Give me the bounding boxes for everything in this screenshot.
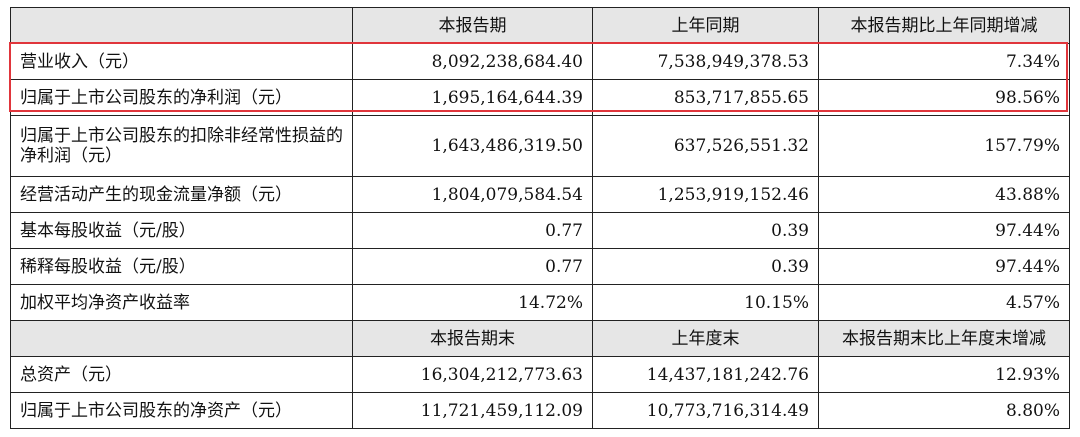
row-label: 基本每股收益（元/股）: [10, 212, 353, 249]
cell-change: 157.79%: [818, 115, 1070, 177]
cell-current: 8,092,238,684.40: [352, 43, 593, 80]
table-row-net-profit: 归属于上市公司股东的净利润（元） 1,695,164,644.39 853,71…: [10, 79, 1070, 116]
cell-change: 98.56%: [818, 79, 1070, 116]
header-current-period: 本报告期: [352, 7, 593, 44]
cell-current: 0.77: [352, 212, 593, 249]
cell-prior: 0.39: [592, 212, 819, 249]
cell-current: 1,695,164,644.39: [352, 79, 593, 116]
cell-current: 0.77: [352, 248, 593, 285]
cell-change: 43.88%: [818, 176, 1070, 213]
cell-current: 1,643,486,319.50: [352, 115, 593, 177]
cell-prior: 637,526,551.32: [592, 115, 819, 177]
header-row-period: 本报告期 上年同期 本报告期比上年同期增减: [10, 7, 1070, 44]
table-row-roe: 加权平均净资产收益率 14.72% 10.15% 4.57%: [10, 284, 1070, 321]
header-row-period-end: 本报告期末 上年度末 本报告期末比上年度末增减: [10, 320, 1070, 357]
header-cell-blank: [10, 320, 353, 357]
cell-prior: 14,437,181,242.76: [592, 356, 819, 393]
cell-prior: 10.15%: [592, 284, 819, 321]
header-current-period-end: 本报告期末: [352, 320, 593, 357]
row-label: 营业收入（元）: [10, 43, 353, 80]
cell-change: 8.80%: [818, 392, 1070, 429]
table-row-net-assets: 归属于上市公司股东的净资产（元） 11,721,459,112.09 10,77…: [10, 392, 1070, 429]
header-change-year-end: 本报告期末比上年度末增减: [818, 320, 1070, 357]
cell-prior: 853,717,855.65: [592, 79, 819, 116]
financial-table: 本报告期 上年同期 本报告期比上年同期增减 营业收入（元） 8,092,238,…: [10, 7, 1070, 429]
row-label: 加权平均净资产收益率: [10, 284, 353, 321]
cell-prior: 0.39: [592, 248, 819, 285]
cell-current: 16,304,212,773.63: [352, 356, 593, 393]
table-row-net-profit-excl-nonrecurring: 归属于上市公司股东的扣除非经常性损益的净利润（元） 1,643,486,319.…: [10, 115, 1070, 177]
row-label: 经营活动产生的现金流量净额（元）: [10, 176, 353, 213]
cell-current: 1,804,079,584.54: [352, 176, 593, 213]
cell-current: 11,721,459,112.09: [352, 392, 593, 429]
header-change: 本报告期比上年同期增减: [818, 7, 1070, 44]
row-label: 归属于上市公司股东的净资产（元）: [10, 392, 353, 429]
row-label: 归属于上市公司股东的净利润（元）: [10, 79, 353, 116]
header-prior-period: 上年同期: [592, 7, 819, 44]
table-row-diluted-eps: 稀释每股收益（元/股） 0.77 0.39 97.44%: [10, 248, 1070, 285]
header-cell-blank: [10, 7, 353, 44]
cell-prior: 10,773,716,314.49: [592, 392, 819, 429]
table-row-basic-eps: 基本每股收益（元/股） 0.77 0.39 97.44%: [10, 212, 1070, 249]
cell-prior: 1,253,919,152.46: [592, 176, 819, 213]
cell-change: 7.34%: [818, 43, 1070, 80]
header-prior-year-end: 上年度末: [592, 320, 819, 357]
cell-prior: 7,538,949,378.53: [592, 43, 819, 80]
row-label: 归属于上市公司股东的扣除非经常性损益的净利润（元）: [10, 115, 353, 177]
row-label: 稀释每股收益（元/股）: [10, 248, 353, 285]
cell-change: 12.93%: [818, 356, 1070, 393]
table-row-total-assets: 总资产（元） 16,304,212,773.63 14,437,181,242.…: [10, 356, 1070, 393]
table-row-operating-cash-flow: 经营活动产生的现金流量净额（元） 1,804,079,584.54 1,253,…: [10, 176, 1070, 213]
table-row-revenue: 营业收入（元） 8,092,238,684.40 7,538,949,378.5…: [10, 43, 1070, 80]
cell-change: 4.57%: [818, 284, 1070, 321]
cell-current: 14.72%: [352, 284, 593, 321]
row-label: 总资产（元）: [10, 356, 353, 393]
cell-change: 97.44%: [818, 248, 1070, 285]
cell-change: 97.44%: [818, 212, 1070, 249]
